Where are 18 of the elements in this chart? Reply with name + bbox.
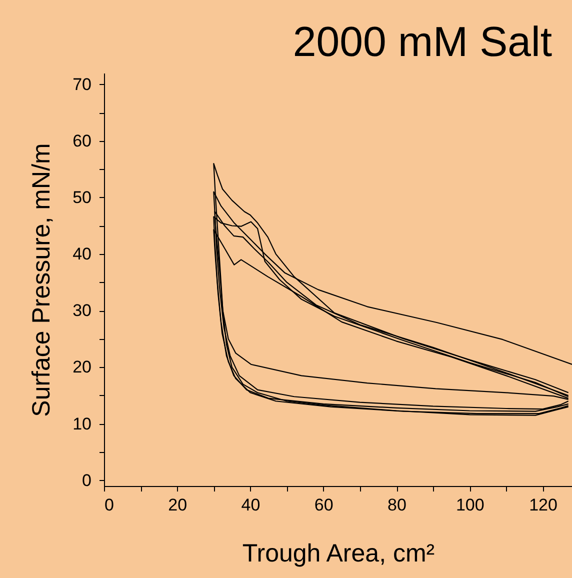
y-tick-label: 30: [72, 301, 92, 320]
y-tick-label: 20: [72, 358, 92, 377]
x-tick-label: 80: [388, 496, 406, 514]
x-tick-label: 20: [168, 496, 188, 514]
y-tick-label: 40: [72, 244, 92, 264]
x-tick-label: 40: [241, 496, 260, 514]
y-tick-label: 50: [72, 188, 92, 207]
y-tick-label: 60: [72, 131, 92, 150]
y-tick-label: 70: [72, 74, 92, 94]
chart-title: 2000 mM Salt: [292, 18, 552, 65]
x-tick-label: 120: [529, 496, 558, 514]
x-axis-title: Trough Area, cm²: [242, 540, 435, 568]
y-axis-title: Surface Pressure, mN/m: [28, 143, 56, 417]
y-tick-label: 10: [72, 414, 92, 434]
x-tick-label: 60: [314, 496, 334, 514]
x-tick-label: 100: [456, 496, 484, 514]
x-tick-label: 0: [104, 496, 114, 514]
y-tick-label: 0: [82, 470, 92, 490]
